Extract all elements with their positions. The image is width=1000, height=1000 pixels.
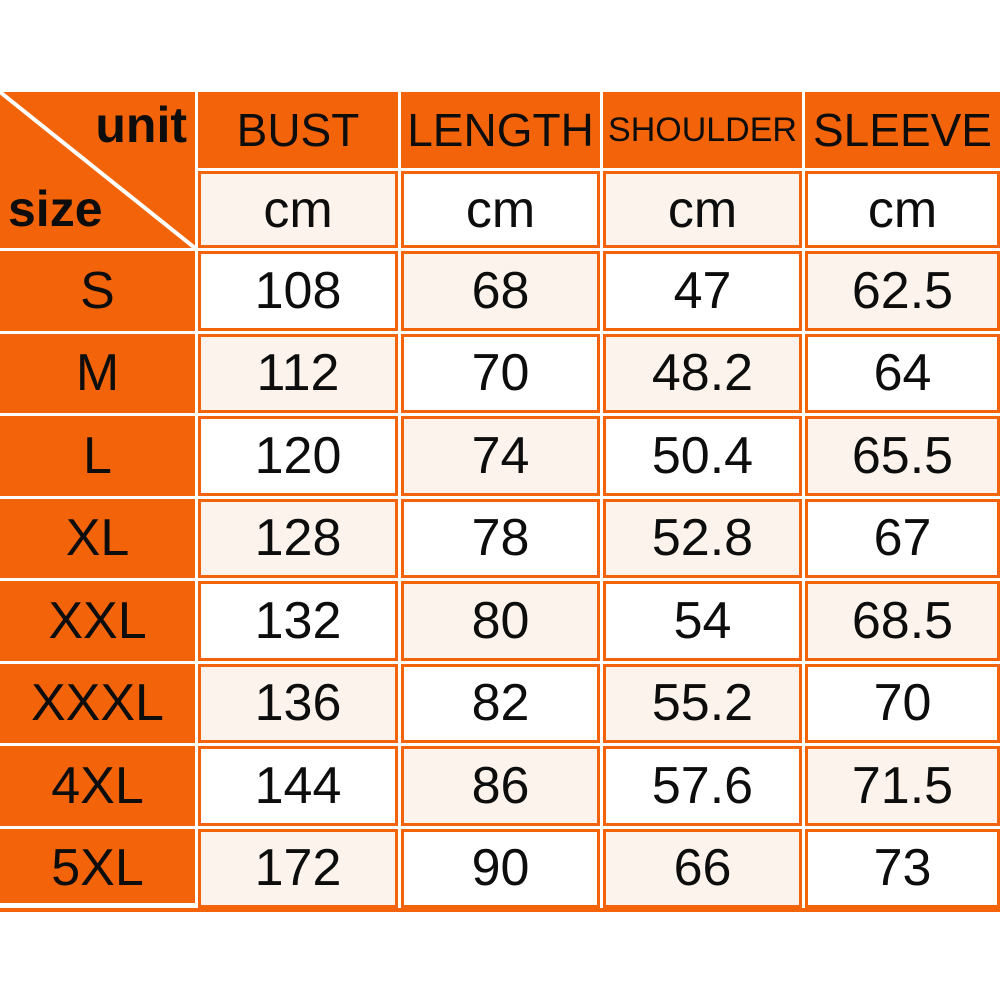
value-cell: 74 <box>401 416 600 496</box>
value-cell: 144 <box>198 746 398 826</box>
value-cell: 64 <box>805 333 1000 413</box>
value-cell: 62.5 <box>805 251 1000 331</box>
value-cell: 71.5 <box>805 746 1000 826</box>
value-cell: 57.6 <box>603 746 802 826</box>
value-cell: 73 <box>805 828 1000 908</box>
unit-cell: cm <box>603 171 802 248</box>
value-cell: 82 <box>401 663 600 743</box>
unit-cell: cm <box>401 171 600 248</box>
column-header: BUST <box>198 92 398 168</box>
size-cell: L <box>0 416 195 496</box>
value-cell: 112 <box>198 333 398 413</box>
unit-cell: cm <box>805 171 1000 248</box>
size-cell: M <box>0 333 195 413</box>
size-cell: 5XL <box>0 828 195 908</box>
size-chart-table: unit size BUST LENGTH SHOULDER SLEEVE cm cm cm… <box>0 92 1000 912</box>
value-cell: 65.5 <box>805 416 1000 496</box>
value-cell: 52.8 <box>603 498 802 578</box>
value-cell: 66 <box>603 828 802 908</box>
diagonal-line <box>0 92 195 248</box>
value-cell: 172 <box>198 828 398 908</box>
value-cell: 70 <box>805 663 1000 743</box>
value-cell: 128 <box>198 498 398 578</box>
corner-cell: unit size <box>0 92 195 248</box>
column-header: SLEEVE <box>805 92 1000 168</box>
column-header: LENGTH <box>401 92 600 168</box>
value-cell: 68.5 <box>805 581 1000 661</box>
table-bottom-border <box>0 908 1000 912</box>
size-cell: XXL <box>0 581 195 661</box>
value-cell: 120 <box>198 416 398 496</box>
value-cell: 50.4 <box>603 416 802 496</box>
value-cell: 54 <box>603 581 802 661</box>
size-cell: XXXL <box>0 663 195 743</box>
size-cell: 4XL <box>0 746 195 826</box>
size-cell: XL <box>0 498 195 578</box>
unit-cell: cm <box>198 171 398 248</box>
value-cell: 55.2 <box>603 663 802 743</box>
corner-unit-label: unit <box>95 97 187 153</box>
value-cell: 108 <box>198 251 398 331</box>
corner-size-label: size <box>8 181 103 237</box>
value-cell: 90 <box>401 828 600 908</box>
value-cell: 47 <box>603 251 802 331</box>
value-cell: 68 <box>401 251 600 331</box>
value-cell: 67 <box>805 498 1000 578</box>
value-cell: 80 <box>401 581 600 661</box>
size-cell: S <box>0 251 195 331</box>
column-header: SHOULDER <box>603 92 802 168</box>
value-cell: 136 <box>198 663 398 743</box>
value-cell: 70 <box>401 333 600 413</box>
value-cell: 78 <box>401 498 600 578</box>
value-cell: 132 <box>198 581 398 661</box>
value-cell: 48.2 <box>603 333 802 413</box>
value-cell: 86 <box>401 746 600 826</box>
